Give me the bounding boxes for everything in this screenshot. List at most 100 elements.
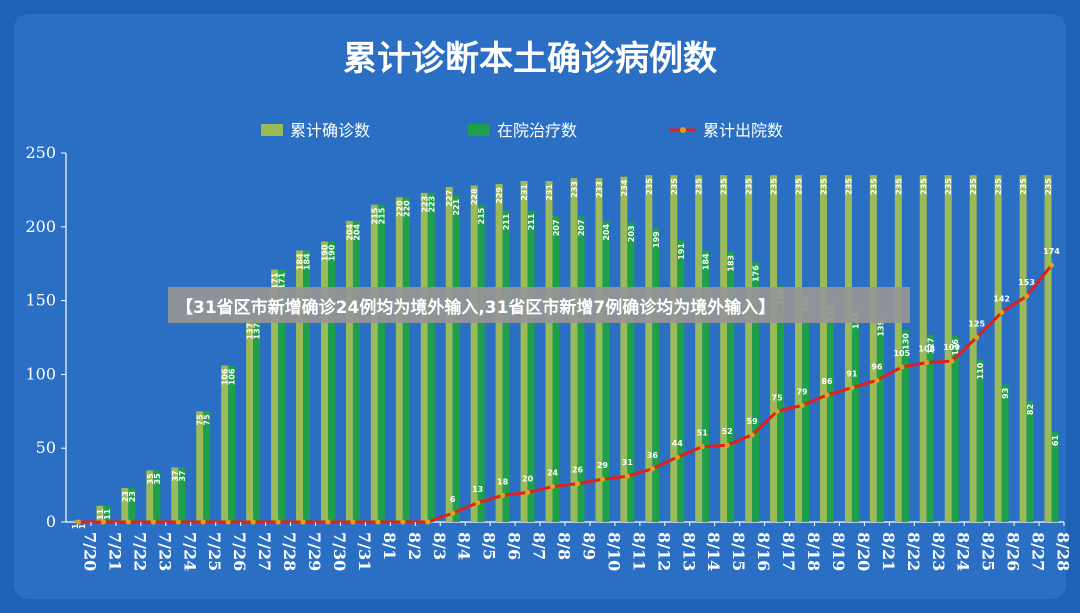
discharged-data-label: 153 bbox=[1018, 278, 1035, 287]
data-label-inpatient: 199 bbox=[652, 231, 661, 248]
data-label-inpatient: 215 bbox=[377, 207, 386, 224]
bar-inpatient bbox=[876, 316, 884, 522]
x-tick-label: 7/20 bbox=[80, 532, 99, 571]
bar-inpatient bbox=[1051, 431, 1059, 522]
bar-inpatient bbox=[452, 195, 460, 522]
bar-cumulative bbox=[246, 319, 254, 522]
discharged-point bbox=[75, 519, 82, 525]
data-label-inpatient: 204 bbox=[602, 223, 611, 240]
legend-swatch-cumulative bbox=[261, 124, 283, 136]
x-tick-label: 8/21 bbox=[879, 532, 898, 571]
x-tick-label: 8/22 bbox=[904, 532, 923, 571]
discharged-data-label: 26 bbox=[572, 466, 584, 475]
discharged-data-label: 125 bbox=[968, 320, 985, 329]
bar-cumulative bbox=[944, 175, 952, 522]
bar-cumulative bbox=[745, 175, 753, 522]
data-label-cumulative: 220 bbox=[395, 200, 404, 217]
data-label-cumulative: 35 bbox=[146, 473, 155, 485]
bar-inpatient bbox=[1026, 400, 1034, 522]
bar-inpatient bbox=[727, 251, 735, 522]
bar-inpatient bbox=[802, 291, 810, 522]
bar-cumulative bbox=[171, 467, 179, 522]
bar-inpatient bbox=[627, 222, 635, 522]
bar-inpatient bbox=[926, 334, 934, 522]
x-tick-label: 8/9 bbox=[579, 532, 598, 560]
bar-cumulative bbox=[121, 488, 129, 522]
bar-cumulative bbox=[1019, 175, 1027, 522]
x-tick-label: 8/13 bbox=[679, 532, 698, 571]
discharged-point bbox=[599, 476, 606, 482]
data-label-cumulative: 235 bbox=[944, 178, 953, 195]
discharged-point bbox=[150, 519, 156, 525]
data-label-inpatient: 23 bbox=[128, 491, 137, 502]
discharged-data-label: 24 bbox=[547, 469, 559, 478]
bar-inpatient bbox=[652, 228, 660, 522]
x-tick-label: 7/27 bbox=[255, 532, 274, 571]
bar-cumulative bbox=[894, 175, 902, 522]
data-label-cumulative: 75 bbox=[196, 414, 205, 426]
x-tick-label: 8/25 bbox=[979, 532, 998, 571]
bar-inpatient bbox=[128, 488, 136, 522]
x-tick-label: 8/20 bbox=[854, 532, 873, 571]
bar-cumulative bbox=[196, 411, 204, 522]
data-label-cumulative: 235 bbox=[645, 178, 654, 195]
discharged-data-label: 86 bbox=[821, 377, 833, 386]
discharged-data-label: 31 bbox=[622, 458, 634, 467]
y-tick-label: 0 bbox=[46, 512, 56, 531]
discharged-point bbox=[799, 402, 805, 408]
discharged-point bbox=[999, 309, 1005, 316]
data-label-cumulative: 229 bbox=[495, 187, 504, 204]
bar-cumulative bbox=[470, 185, 478, 523]
bar-cumulative bbox=[819, 175, 827, 522]
x-tick-label: 7/28 bbox=[280, 532, 299, 571]
data-label-cumulative: 233 bbox=[595, 181, 604, 198]
data-label-inpatient: 35 bbox=[153, 473, 162, 485]
discharged-point bbox=[899, 364, 905, 370]
bar-cumulative bbox=[620, 176, 628, 522]
discharged-point bbox=[774, 408, 780, 414]
discharged-point bbox=[400, 519, 406, 525]
bar-cumulative bbox=[370, 204, 378, 522]
bar-inpatient bbox=[203, 411, 211, 522]
discharged-point bbox=[974, 334, 980, 341]
x-tick-label: 8/8 bbox=[555, 532, 574, 560]
discharged-data-label: 29 bbox=[597, 461, 609, 470]
news-banner: 【31省区市新增确诊24例均为境外输入,31省区市新增7例确诊均为境外输入】 bbox=[168, 287, 910, 323]
data-label-cumulative: 11 bbox=[96, 508, 105, 520]
data-label-cumulative: 233 bbox=[570, 181, 579, 198]
data-label-cumulative: 235 bbox=[1044, 178, 1053, 195]
discharged-data-label: 6 bbox=[450, 495, 456, 504]
discharged-data-label: 75 bbox=[772, 393, 784, 402]
data-label-inpatient: 207 bbox=[577, 219, 586, 236]
discharged-point bbox=[724, 442, 730, 448]
x-tick-label: 7/29 bbox=[305, 532, 324, 571]
bar-cumulative bbox=[670, 175, 678, 522]
discharged-data-label: 52 bbox=[722, 427, 733, 436]
discharged-point bbox=[524, 489, 531, 496]
bar-cumulative bbox=[320, 241, 328, 522]
legend-marker-discharged bbox=[680, 127, 686, 133]
x-tick-label: 8/5 bbox=[480, 532, 499, 560]
data-label-inpatient: 110 bbox=[976, 362, 985, 379]
discharged-point bbox=[425, 519, 431, 525]
bar-cumulative bbox=[695, 175, 703, 522]
discharged-data-label: 96 bbox=[871, 362, 883, 371]
bar-inpatient bbox=[153, 470, 161, 522]
chart-title: 累计诊断本土确诊病例数 bbox=[343, 39, 717, 79]
data-label-cumulative: 235 bbox=[770, 178, 779, 195]
bar-inpatient bbox=[502, 210, 510, 522]
data-label-inpatient: 127 bbox=[926, 338, 935, 355]
legend-swatch-inpatient bbox=[468, 124, 490, 136]
discharged-point bbox=[200, 519, 206, 525]
bar-inpatient bbox=[527, 210, 535, 522]
bar-cumulative bbox=[969, 175, 977, 522]
legend-label-inpatient: 在院治疗数 bbox=[497, 121, 577, 140]
discharged-point bbox=[175, 519, 181, 525]
discharged-point bbox=[375, 519, 381, 525]
x-tick-label: 8/7 bbox=[530, 532, 549, 560]
data-label-cumulative: 190 bbox=[320, 244, 329, 261]
bar-cumulative bbox=[570, 178, 578, 523]
bar-inpatient bbox=[427, 192, 435, 523]
